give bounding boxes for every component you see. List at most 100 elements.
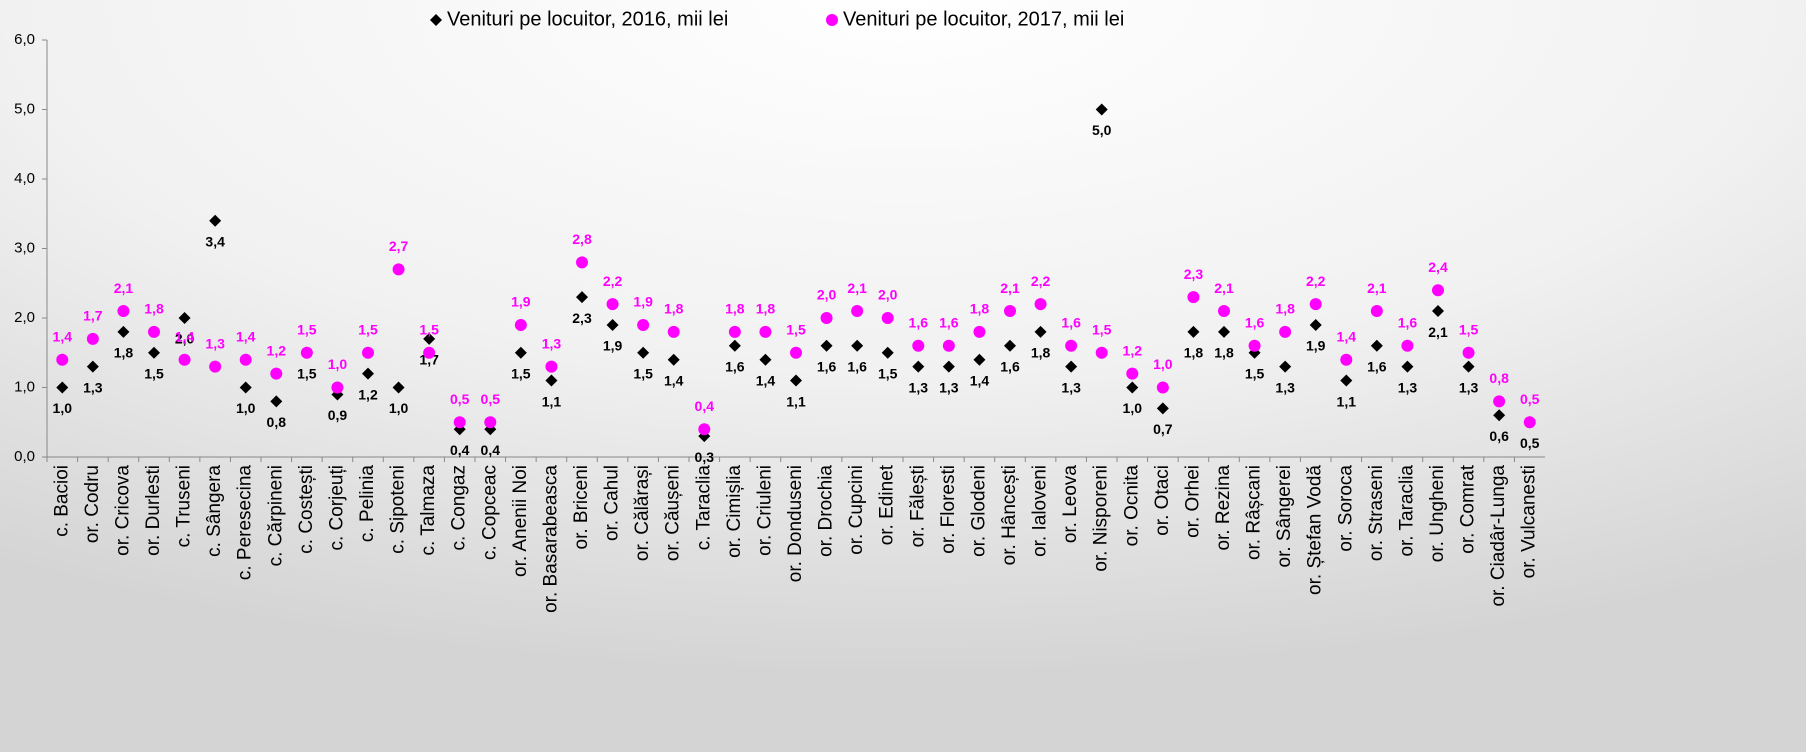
x-tick-label: c. Truseni xyxy=(174,465,195,547)
point-2016 xyxy=(392,381,405,394)
x-tick-label: or. Comrat xyxy=(1458,464,1479,553)
point-2017 xyxy=(300,346,313,359)
data-label: 0,9 xyxy=(328,407,348,423)
x-tick-label: c. Peresecina xyxy=(235,465,256,581)
x-tick-label: or. Cupcini xyxy=(846,465,867,555)
y-tick-label: 4,0 xyxy=(14,170,35,187)
point-2017 xyxy=(1462,346,1475,359)
x-tick-label: or. Cricova xyxy=(112,465,133,556)
x-tick-label: or. Sângerei xyxy=(1274,465,1295,567)
point-2017 xyxy=(1493,395,1506,408)
point-2017 xyxy=(86,332,99,345)
data-label: 1,5 xyxy=(878,365,898,381)
data-label: 2,0 xyxy=(878,287,898,303)
x-tick-label: or. Ciadâr-Lunga xyxy=(1488,465,1509,607)
data-label: 1,6 xyxy=(1398,315,1418,331)
x-tick-label: c. Bacioi xyxy=(51,465,72,537)
point-2017 xyxy=(1095,346,1108,359)
x-tick-label: or. Taraclia xyxy=(1396,465,1417,557)
data-label: 1,3 xyxy=(542,335,562,351)
point-2017 xyxy=(820,312,833,324)
x-tick-label: or. Ștefan Vodă xyxy=(1305,465,1326,595)
data-label: 1,4 xyxy=(1337,328,1357,344)
x-tick-label: c. Taraclia xyxy=(693,465,714,551)
x-tick-label: or. Soroca xyxy=(1335,465,1356,552)
data-label: 1,8 xyxy=(1275,301,1295,317)
point-2016 xyxy=(362,367,374,380)
data-label: 1,3 xyxy=(1459,379,1479,395)
point-2017 xyxy=(606,298,619,311)
data-label: 1,1 xyxy=(542,393,562,409)
point-2017 xyxy=(1187,291,1200,304)
point-2017 xyxy=(637,318,650,331)
data-label: 1,4 xyxy=(664,372,684,388)
data-label: 1,8 xyxy=(725,301,745,317)
point-2016 xyxy=(209,214,222,227)
point-2017 xyxy=(1401,339,1414,352)
point-2016 xyxy=(1432,305,1444,318)
data-label: 1,5 xyxy=(358,321,378,337)
x-tick-label: c. Pelinia xyxy=(357,465,378,543)
data-label: 1,8 xyxy=(144,301,164,317)
point-2017 xyxy=(1309,298,1322,311)
x-tick-label: or. Briceni xyxy=(571,465,592,549)
point-2017 xyxy=(1370,305,1383,318)
data-label: 1,2 xyxy=(267,342,287,358)
data-label: 2,2 xyxy=(1306,273,1326,289)
data-label: 1,4 xyxy=(970,372,990,388)
data-label: 1,6 xyxy=(1367,359,1387,375)
point-2017 xyxy=(453,416,466,429)
point-2017 xyxy=(423,346,436,359)
point-2016 xyxy=(1462,360,1475,373)
point-2017 xyxy=(117,305,130,318)
data-label: 1,9 xyxy=(1306,338,1326,354)
data-label: 0,4 xyxy=(695,398,715,414)
x-tick-label: c. Sipoteni xyxy=(388,465,409,554)
point-2016 xyxy=(1187,325,1200,338)
data-label: 0,6 xyxy=(1489,428,1509,444)
legend-label: Venituri pe locuitor, 2017, mii lei xyxy=(843,8,1124,30)
data-label: 1,5 xyxy=(511,365,531,381)
data-label: 1,8 xyxy=(1214,345,1234,361)
point-2017 xyxy=(484,416,497,429)
x-tick-label: c. Corjeuți xyxy=(326,465,347,551)
x-tick-label: or. Călărași xyxy=(632,465,653,561)
data-label: 1,7 xyxy=(83,308,103,324)
data-label: 0,3 xyxy=(695,449,715,465)
legend-label: Venituri pe locuitor, 2016, mii lei xyxy=(447,8,728,30)
point-2016 xyxy=(1370,339,1383,352)
x-tick-label: or. Leova xyxy=(1060,465,1081,544)
data-label: 2,4 xyxy=(1428,259,1448,275)
y-tick-label: 2,0 xyxy=(14,309,35,326)
point-2016 xyxy=(576,291,588,304)
point-2016 xyxy=(1279,360,1292,373)
x-tick-label: c. Copceac xyxy=(479,465,500,560)
data-label: 0,5 xyxy=(1520,435,1540,451)
point-2017 xyxy=(1156,381,1169,394)
y-tick-label: 5,0 xyxy=(14,100,35,117)
point-2016 xyxy=(1309,318,1322,331)
data-label: 1,3 xyxy=(1398,379,1418,395)
point-2016 xyxy=(881,346,894,359)
point-2016 xyxy=(1493,409,1506,422)
data-label: 1,6 xyxy=(817,359,837,375)
data-label: 1,6 xyxy=(1000,359,1020,375)
data-label: 1,0 xyxy=(236,400,256,416)
x-tick-label: or. Fălești xyxy=(907,465,928,547)
x-tick-label: or. Basarabeasca xyxy=(540,465,561,613)
point-2016 xyxy=(1401,360,1414,373)
data-label: 2,1 xyxy=(1214,280,1234,296)
data-label: 1,4 xyxy=(53,328,73,344)
y-tick-label: 0,0 xyxy=(14,448,35,465)
legend-marker xyxy=(430,14,442,26)
data-label: 1,6 xyxy=(939,315,959,331)
x-tick-label: or. Codru xyxy=(82,465,103,543)
data-label: 1,4 xyxy=(756,372,776,388)
x-tick-label: or. Durlesti xyxy=(143,465,164,556)
point-2016 xyxy=(1218,325,1230,338)
point-2016 xyxy=(56,381,69,394)
point-2017 xyxy=(759,325,772,338)
data-label: 1,3 xyxy=(909,379,929,395)
point-2016 xyxy=(1095,103,1108,116)
